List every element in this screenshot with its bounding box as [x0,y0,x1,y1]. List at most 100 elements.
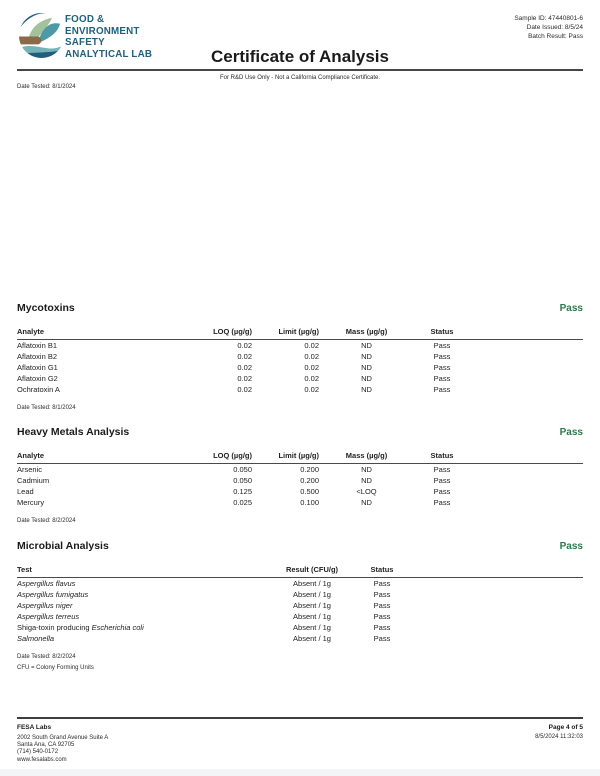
table-cell: Arsenic [17,465,43,474]
table-cell: Absent / 1g [293,590,331,599]
table-cell: Aflatoxin B1 [17,341,58,350]
table-cell: Absent / 1g [293,612,331,621]
header-divider [17,69,583,71]
column-header: Status [414,326,470,340]
table-cell: Salmonella [17,634,55,643]
table-cell: 0.02 [304,352,319,361]
table-cell: ND [361,363,372,372]
table-cell: Pass [433,498,451,507]
section-heavy-metals: Heavy Metals Analysis Pass Analyte LOQ (… [17,426,583,524]
table-cell: Lead [17,487,34,496]
column-header: Status [362,564,402,578]
column-header: Limit (µg/g) [252,450,319,464]
table-header-row: Analyte LOQ (µg/g) Limit (µg/g) Mass (µg… [17,450,583,464]
table-cell [470,340,583,352]
table-cell: <LOQ [356,487,377,496]
table-cell: Pass [433,476,451,485]
column-header: LOQ (µg/g) [192,326,252,340]
section-title: Microbial Analysis [17,540,109,552]
table-cell: Pass [433,385,451,394]
table-header-row: Analyte LOQ (µg/g) Limit (µg/g) Mass (µg… [17,326,583,340]
table-row: Salmonella Absent / 1g Pass [17,633,583,644]
table-header-row: Test Result (CFU/g) Status [17,564,583,578]
table-cell: 0.02 [237,374,252,383]
column-header: Status [414,450,470,464]
table-cell [470,362,583,373]
table-cell: Mercury [17,498,45,507]
table-cell [402,600,583,611]
column-header-filler [470,326,583,340]
horizontal-scrollbar[interactable] [0,769,600,776]
footer-lab-block: FESA Labs 2002 South Grand Avenue Suite … [17,724,108,764]
footer-page-block: Page 4 of 5 8/5/2024 11:32:03 [535,724,583,764]
table-cell: 0.02 [237,385,252,394]
table-cell: ND [361,465,372,474]
section-title: Mycotoxins [17,302,75,314]
footer-lab-name: FESA Labs [17,724,52,731]
table-cell [402,611,583,622]
print-timestamp: 8/5/2024 11:32:03 [535,734,583,740]
footer-website: www.fesalabs.com [17,756,67,763]
table-row: Aflatoxin G1 0.02 0.02 ND Pass [17,362,583,373]
section-title: Heavy Metals Analysis [17,426,130,438]
table-cell: 0.200 [300,476,319,485]
table-cell [470,486,583,497]
table-row: Aflatoxin B2 0.02 0.02 ND Pass [17,351,583,362]
status-badge: Pass [559,303,583,314]
table-cell: Pass [373,579,391,588]
heavy-metals-table: Analyte LOQ (µg/g) Limit (µg/g) Mass (µg… [17,450,583,508]
table-cell: ND [361,498,372,507]
page-footer: FESA Labs 2002 South Grand Avenue Suite … [17,717,583,764]
table-cell: Aspergillus terreus [17,612,80,621]
table-cell: 0.100 [300,498,319,507]
table-cell: 0.02 [237,341,252,350]
table-cell [402,589,583,600]
column-header: Analyte [17,326,192,340]
date-tested: Date Tested: 8/2/2024 [17,654,76,660]
section-microbial: Microbial Analysis Pass Test Result (CFU… [17,540,583,671]
table-row: Aspergillus terreus Absent / 1g Pass [17,611,583,622]
table-cell [470,351,583,362]
lab-name-line: FOOD & [65,14,105,25]
table-row: Mercury 0.025 0.100 ND Pass [17,497,583,508]
column-header: LOQ (µg/g) [192,450,252,464]
table-cell: Pass [433,341,451,350]
table-cell: ND [361,385,372,394]
table-cell: Pass [373,590,391,599]
table-cell [470,464,583,476]
date-tested: Date Tested: 8/1/2024 [17,405,76,411]
table-cell: 0.02 [237,352,252,361]
table-cell: 0.02 [304,385,319,394]
column-header: Limit (µg/g) [252,326,319,340]
table-cell: 0.02 [237,363,252,372]
table-cell: Pass [433,352,451,361]
sample-meta: Sample ID: 47440801-6 Date Issued: 8/5/2… [514,14,583,42]
table-cell: Absent / 1g [293,601,331,610]
lab-name-line: ANALYTICAL LAB [65,48,153,60]
table-cell: ND [361,476,372,485]
table-cell: 0.500 [300,487,319,496]
table-cell [402,622,583,633]
table-cell: 0.050 [233,476,252,485]
table-cell: Shiga-toxin producing Escherichia coli [17,623,144,632]
status-badge: Pass [559,427,583,438]
table-row: Arsenic 0.050 0.200 ND Pass [17,464,583,476]
table-cell: 0.125 [233,487,252,496]
date-issued: Date Issued: 8/5/24 [526,24,583,32]
table-row: Cadmium 0.050 0.200 ND Pass [17,475,583,486]
date-tested-header: Date Tested: 8/1/2024 [17,84,76,90]
sample-id: Sample ID: 47440801-6 [514,15,583,22]
cfu-note: CFU = Colony Forming Units [17,665,94,671]
table-cell: 0.02 [304,341,319,350]
table-cell: Pass [433,374,451,383]
table-cell: Pass [433,487,451,496]
table-cell: Pass [373,601,391,610]
column-header: Analyte [17,450,192,464]
page-title: Certificate of Analysis [211,47,389,66]
mycotoxins-table: Analyte LOQ (µg/g) Limit (µg/g) Mass (µg… [17,326,583,395]
table-row: Lead 0.125 0.500 <LOQ Pass [17,486,583,497]
table-cell: Pass [373,612,391,621]
table-cell: Aspergillus niger [17,601,73,610]
table-cell: ND [361,374,372,383]
